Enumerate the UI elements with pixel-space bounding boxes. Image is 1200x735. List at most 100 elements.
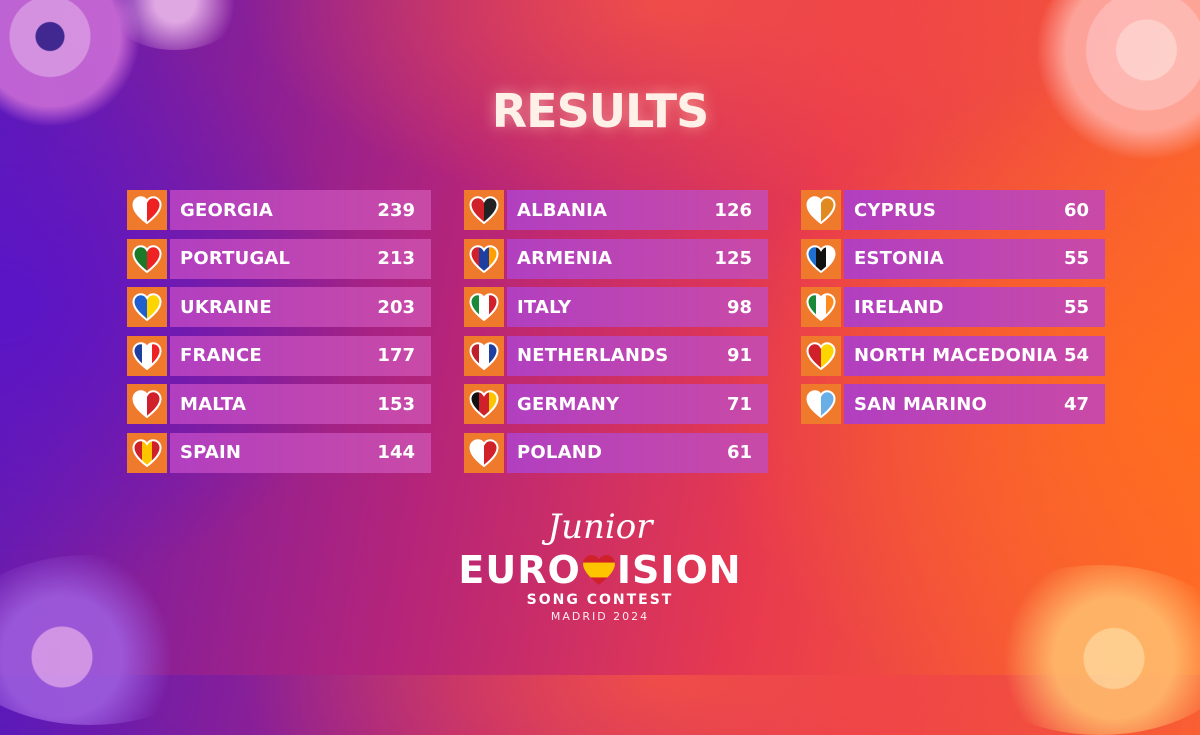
results-column-2: ALBANIA 126 ARMENIA 125 ITALY 98 NETHERLANDS 91… — [464, 190, 768, 481]
result-row: ESTONIA 55 — [801, 238, 1105, 279]
country-name: ALBANIA — [517, 199, 608, 221]
result-row: FRANCE 177 — [127, 335, 431, 376]
country-name: SAN MARINO — [854, 393, 987, 415]
country-points: 60 — [1063, 199, 1089, 221]
ukraine-flag-heart-icon — [132, 293, 162, 321]
germany-flag-heart-icon — [469, 390, 499, 418]
results-title: RESULTS — [491, 84, 710, 138]
result-bar: ARMENIA 125 — [507, 238, 768, 279]
flag-box — [127, 190, 167, 230]
result-row: ITALY 98 — [464, 287, 768, 327]
malta-flag-heart-icon — [132, 390, 162, 418]
result-row: NORTH MACEDONIA 54 — [801, 335, 1105, 376]
estonia-flag-heart-icon — [806, 244, 836, 273]
country-name: GEORGIA — [180, 199, 274, 221]
portugal-flag-heart-icon — [132, 244, 162, 273]
country-name: SPAIN — [180, 442, 242, 463]
result-row: GERMANY 71 — [464, 384, 768, 424]
logo-song-contest-text: SONG CONTEST — [526, 591, 674, 608]
result-bar: UKRAINE 203 — [170, 287, 431, 327]
result-row: GEORGIA 239 — [127, 190, 431, 230]
country-name: ITALY — [517, 296, 572, 318]
result-bar: FRANCE 177 — [170, 335, 431, 376]
ireland-flag-heart-icon — [806, 293, 836, 321]
flag-box — [464, 287, 504, 327]
results-column-1: GEORGIA 239 PORTUGAL 213 UKRAINE 203 FRANCE 177… — [127, 190, 431, 481]
result-row: CYPRUS 60 — [801, 190, 1105, 230]
result-row: ALBANIA 126 — [464, 190, 768, 230]
result-bar: SPAIN 144 — [170, 432, 431, 473]
north-macedonia-flag-heart-icon — [806, 341, 836, 370]
flag-box — [801, 335, 841, 376]
flag-box — [801, 384, 841, 424]
flag-box — [464, 335, 504, 376]
logo-city-text: MADRID 2024 — [550, 609, 650, 623]
result-row: IRELAND 55 — [801, 287, 1105, 327]
result-bar: NETHERLANDS 91 — [507, 335, 768, 376]
armenia-flag-heart-icon — [469, 244, 499, 273]
albania-flag-heart-icon — [469, 196, 499, 224]
poland-flag-heart-icon — [469, 438, 499, 467]
country-points: 91 — [726, 345, 752, 366]
country-points: 177 — [377, 345, 415, 366]
netherlands-flag-heart-icon — [469, 341, 499, 370]
flag-box — [464, 190, 504, 230]
italy-flag-heart-icon — [469, 293, 499, 321]
country-points: 213 — [377, 248, 415, 269]
flag-box — [127, 384, 167, 424]
country-name: GERMANY — [517, 393, 620, 415]
flag-box — [801, 287, 841, 327]
result-row: POLAND 61 — [464, 432, 768, 473]
country-name: PORTUGAL — [180, 248, 291, 269]
country-points: 55 — [1063, 296, 1089, 318]
result-bar: ESTONIA 55 — [844, 238, 1105, 279]
country-name: ESTONIA — [854, 248, 944, 269]
result-row: UKRAINE 203 — [127, 287, 431, 327]
logo-vision-text: ISION — [616, 547, 742, 592]
result-row: MALTA 153 — [127, 384, 431, 424]
country-points: 126 — [714, 199, 752, 221]
country-points: 239 — [377, 199, 415, 221]
san-marino-flag-heart-icon — [806, 390, 836, 418]
country-name: CYPRUS — [854, 199, 937, 221]
result-row: PORTUGAL 213 — [127, 238, 431, 279]
country-points: 144 — [377, 442, 415, 463]
flag-box — [464, 432, 504, 473]
flag-box — [801, 190, 841, 230]
country-points: 203 — [377, 296, 415, 318]
country-points: 61 — [726, 442, 752, 463]
country-name: POLAND — [517, 442, 603, 463]
result-bar: NORTH MACEDONIA 54 — [844, 335, 1105, 376]
georgia-flag-heart-icon — [132, 196, 162, 224]
country-name: ARMENIA — [517, 248, 613, 269]
flag-box — [127, 238, 167, 279]
result-bar: ITALY 98 — [507, 287, 768, 327]
result-bar: ALBANIA 126 — [507, 190, 768, 230]
results-column-3: CYPRUS 60 ESTONIA 55 IRELAND 55 NORTH MACEDONI… — [801, 190, 1105, 433]
flag-box — [127, 432, 167, 473]
result-row: SAN MARINO 47 — [801, 384, 1105, 424]
country-name: IRELAND — [854, 296, 944, 318]
result-bar: IRELAND 55 — [844, 287, 1105, 327]
flag-box — [464, 238, 504, 279]
result-bar: GERMANY 71 — [507, 384, 768, 424]
country-name: FRANCE — [180, 345, 262, 366]
country-name: NETHERLANDS — [517, 345, 669, 366]
logo-eurovision-text: EURO ISION — [0, 546, 1200, 591]
country-name: UKRAINE — [180, 296, 272, 318]
result-row: NETHERLANDS 91 — [464, 335, 768, 376]
flag-box — [127, 287, 167, 327]
result-row: SPAIN 144 — [127, 432, 431, 473]
country-points: 47 — [1063, 393, 1089, 415]
flag-box — [127, 335, 167, 376]
country-points: 55 — [1063, 248, 1089, 269]
france-flag-heart-icon — [132, 341, 162, 370]
logo-junior-text: Junior — [547, 507, 653, 547]
spain-flag-heart-icon — [132, 438, 162, 467]
country-name: MALTA — [180, 393, 247, 415]
flag-box — [464, 384, 504, 424]
result-row: ARMENIA 125 — [464, 238, 768, 279]
logo-euro-text: EURO — [458, 547, 581, 592]
spain-heart-logo-icon — [582, 554, 615, 585]
result-bar: SAN MARINO 47 — [844, 384, 1105, 424]
